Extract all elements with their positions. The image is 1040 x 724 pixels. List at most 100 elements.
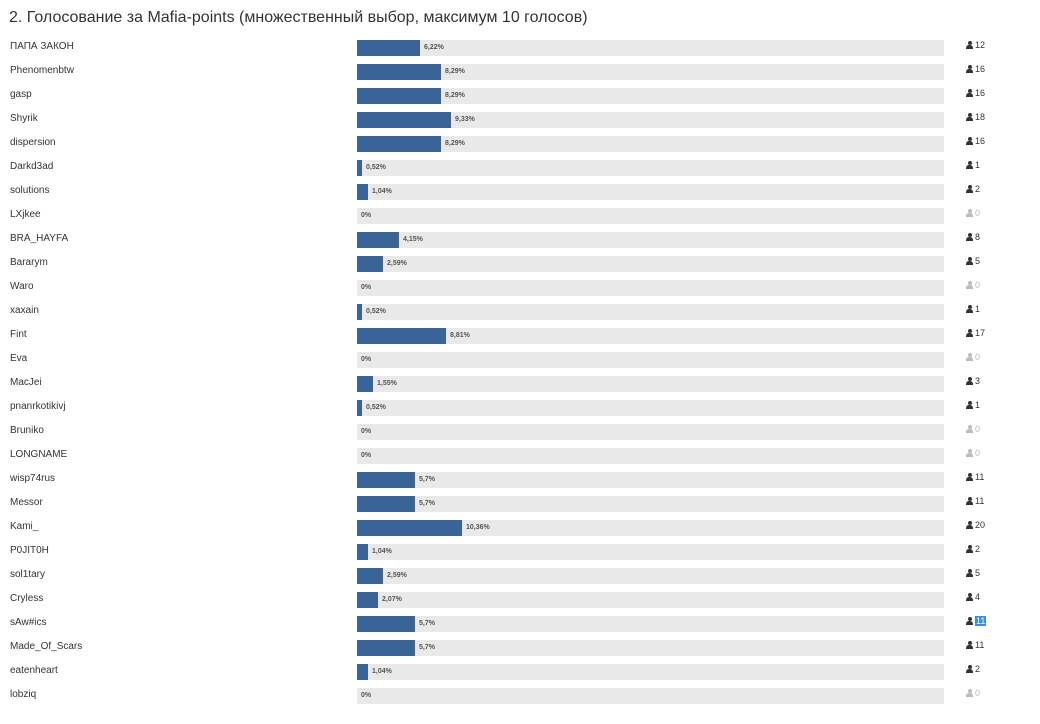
- option-label: Fint: [10, 329, 27, 340]
- poll-option-row: sAw#ics 5,7% 11: [0, 612, 1040, 636]
- result-bar-fill: [357, 88, 441, 104]
- option-label: dispersion: [10, 137, 56, 148]
- result-bar-fill: [357, 664, 368, 680]
- user-icon: [966, 665, 973, 673]
- vote-count[interactable]: 2: [966, 542, 980, 556]
- vote-count[interactable]: 4: [966, 590, 980, 604]
- user-icon: [966, 209, 973, 217]
- vote-count-value: 11: [975, 640, 985, 650]
- user-icon: [966, 137, 973, 145]
- vote-count[interactable]: 0: [966, 278, 980, 292]
- result-bar-fill: [357, 232, 399, 248]
- option-label: xaxain: [10, 305, 39, 316]
- result-bar-track: 8,29%: [357, 64, 944, 80]
- vote-count[interactable]: 11: [966, 638, 984, 652]
- vote-count[interactable]: 1: [966, 398, 980, 412]
- vote-count[interactable]: 1: [966, 158, 980, 172]
- vote-count-value: 0: [975, 208, 981, 218]
- vote-count[interactable]: 16: [966, 134, 985, 148]
- vote-count[interactable]: 0: [966, 446, 980, 460]
- poll-option-row: gasp 8,29% 16: [0, 84, 1040, 108]
- result-bar-track: 4,15%: [357, 232, 944, 248]
- user-icon: [966, 377, 973, 385]
- poll-option-row: LXjkee 0% 0: [0, 204, 1040, 228]
- vote-count-value: 12: [975, 40, 986, 50]
- result-bar-track: 0,52%: [357, 304, 944, 320]
- result-bar-track: 9,33%: [357, 112, 944, 128]
- poll-option-row: wisp74rus 5,7% 11: [0, 468, 1040, 492]
- vote-count[interactable]: 0: [966, 350, 980, 364]
- vote-count[interactable]: 8: [966, 230, 980, 244]
- vote-count[interactable]: 0: [966, 422, 980, 436]
- result-bar-track: 0%: [357, 208, 944, 224]
- percent-label: 8,81%: [450, 332, 470, 339]
- vote-count-value: 3: [975, 376, 981, 386]
- vote-count[interactable]: 16: [966, 62, 985, 76]
- vote-count-value: 0: [975, 424, 981, 434]
- result-bar-fill: [357, 568, 383, 584]
- result-bar-track: 0%: [357, 352, 944, 368]
- vote-count[interactable]: 17: [966, 326, 985, 340]
- vote-count[interactable]: 0: [966, 686, 980, 700]
- option-label: MacJei: [10, 377, 42, 388]
- result-bar-track: 8,81%: [357, 328, 944, 344]
- user-icon: [966, 41, 973, 49]
- option-label: Darkd3ad: [10, 161, 54, 172]
- vote-count[interactable]: 12: [966, 38, 985, 52]
- result-bar-track: 5,7%: [357, 496, 944, 512]
- vote-count[interactable]: 20: [966, 518, 985, 532]
- vote-count[interactable]: 11: [966, 470, 984, 484]
- poll-option-row: Bararym 2,59% 5: [0, 252, 1040, 276]
- option-label: lobziq: [10, 689, 37, 700]
- percent-label: 1,04%: [372, 668, 392, 675]
- option-label: sol1tary: [10, 569, 46, 580]
- percent-label: 5,7%: [419, 500, 435, 507]
- result-bar-fill: [357, 616, 415, 632]
- vote-count[interactable]: 2: [966, 182, 980, 196]
- vote-count[interactable]: 16: [966, 86, 985, 100]
- result-bar-fill: [357, 328, 446, 344]
- user-icon: [966, 329, 973, 337]
- vote-count[interactable]: 11: [966, 494, 984, 508]
- result-bar-fill: [357, 640, 415, 656]
- result-bar-fill: [357, 256, 383, 272]
- result-bar-track: 2,59%: [357, 568, 944, 584]
- user-icon: [966, 89, 973, 97]
- option-label: BRA_HAYFA: [10, 233, 69, 244]
- result-bar-track: 8,29%: [357, 136, 944, 152]
- vote-count-value: 20: [975, 520, 986, 530]
- result-bar-fill: [357, 472, 415, 488]
- percent-label: 5,7%: [419, 476, 435, 483]
- vote-count-value: 0: [975, 448, 981, 458]
- vote-count[interactable]: 1: [966, 302, 980, 316]
- result-bar-fill: [357, 136, 441, 152]
- percent-label: 0%: [361, 452, 372, 459]
- percent-label: 0%: [361, 212, 372, 219]
- option-label: Messor: [10, 497, 43, 508]
- user-icon: [966, 185, 973, 193]
- vote-count[interactable]: 18: [966, 110, 985, 124]
- percent-label: 8,29%: [445, 68, 465, 75]
- vote-count[interactable]: 0: [966, 206, 980, 220]
- vote-count[interactable]: 5: [966, 254, 980, 268]
- vote-count-value: 16: [975, 64, 986, 74]
- vote-count-value: 2: [975, 664, 981, 674]
- vote-count[interactable]: 5: [966, 566, 980, 580]
- result-bar-track: 0,52%: [357, 160, 944, 176]
- poll-option-row: Waro 0% 0: [0, 276, 1040, 300]
- result-bar-fill: [357, 496, 415, 512]
- vote-count[interactable]: 11: [966, 614, 987, 628]
- vote-count-value: 1: [975, 400, 981, 410]
- user-icon: [966, 641, 973, 649]
- percent-label: 1,55%: [377, 380, 397, 387]
- result-bar-track: 6,22%: [357, 40, 944, 56]
- poll-option-row: Darkd3ad 0,52% 1: [0, 156, 1040, 180]
- poll-option-row: Eva 0% 0: [0, 348, 1040, 372]
- user-icon: [966, 521, 973, 529]
- percent-label: 5,7%: [419, 644, 435, 651]
- result-bar-fill: [357, 160, 362, 176]
- vote-count[interactable]: 3: [966, 374, 980, 388]
- vote-count[interactable]: 2: [966, 662, 980, 676]
- option-label: P0JIT0H: [10, 545, 49, 556]
- percent-label: 2,59%: [387, 260, 407, 267]
